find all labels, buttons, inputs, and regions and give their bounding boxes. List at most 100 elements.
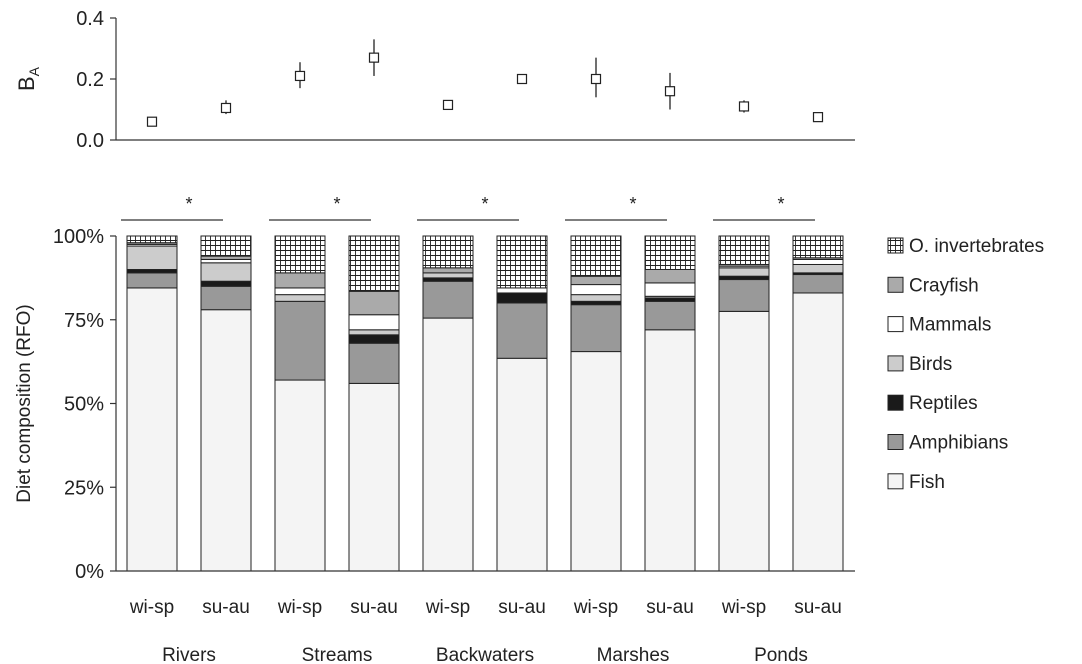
group-label: Streams bbox=[302, 645, 373, 664]
diet-bar-segment bbox=[126, 287, 178, 572]
legend-swatch bbox=[887, 276, 904, 293]
diet-bar-segment bbox=[496, 287, 548, 294]
ba-point bbox=[590, 73, 602, 85]
diet-bar-segment bbox=[348, 329, 400, 336]
diet-bar-segment bbox=[274, 294, 326, 302]
legend-swatch bbox=[887, 434, 904, 450]
ba-point bbox=[368, 52, 380, 63]
ba-y-tick-label: 0.4 bbox=[76, 8, 104, 30]
ba-y-axis-label: BA bbox=[14, 66, 42, 91]
diet-bar-segment bbox=[126, 272, 178, 289]
diet-bar bbox=[718, 235, 770, 572]
diet-bar-segment bbox=[348, 334, 400, 344]
diet-bar-segment bbox=[570, 294, 622, 302]
diet-bar-segment bbox=[422, 317, 474, 572]
legend: O. invertebrates Crayfish Mammals Birds Rept… bbox=[887, 236, 1044, 493]
legend-label: Birds bbox=[909, 354, 952, 375]
diet-bar bbox=[422, 235, 474, 572]
diet-bar-segment bbox=[348, 290, 400, 316]
x-tick-label: su-au bbox=[794, 597, 842, 618]
x-tick-label: wi-sp bbox=[129, 597, 174, 618]
diet-bar-segment bbox=[644, 269, 696, 284]
legend-label: Amphibians bbox=[909, 433, 1008, 454]
group-label: Backwaters bbox=[436, 645, 534, 664]
legend-swatch bbox=[887, 473, 904, 490]
diet-bar bbox=[792, 235, 844, 572]
diet-bar bbox=[200, 235, 252, 572]
diet-bar-segment bbox=[644, 329, 696, 572]
ba-y-tick-label: 0.2 bbox=[76, 69, 104, 91]
diet-bar-segment bbox=[570, 304, 622, 353]
group-label: Marshes bbox=[597, 645, 670, 664]
diet-bar-segment bbox=[718, 275, 770, 281]
diet-bar bbox=[570, 235, 622, 572]
diet-bar-segment bbox=[496, 235, 548, 289]
diet-bar-segment bbox=[570, 351, 622, 572]
diet-y-tick-label: 25% bbox=[64, 477, 104, 499]
ba-y-axis-label-sub: A bbox=[26, 66, 42, 76]
legend-swatch bbox=[887, 394, 904, 411]
diet-bar-segment bbox=[570, 235, 622, 277]
x-tick-label: wi-sp bbox=[425, 597, 470, 618]
diet-y-axis-ticks: 0% 25% 50% 75% 100% bbox=[53, 226, 116, 583]
x-tick-label: wi-sp bbox=[277, 597, 322, 618]
diet-bar-segment bbox=[718, 310, 770, 572]
diet-bar-segment bbox=[422, 267, 474, 274]
diet-bar-segment bbox=[422, 280, 474, 319]
x-tick-label: su-au bbox=[498, 597, 546, 618]
diet-bar-segment bbox=[792, 292, 844, 572]
ba-y-axis-ticks: 0.0 0.2 0.4 bbox=[76, 8, 116, 152]
diet-bar bbox=[348, 235, 400, 572]
ba-point bbox=[146, 116, 158, 127]
x-tick-label: su-au bbox=[202, 597, 250, 618]
significance-asterisk: * bbox=[481, 194, 488, 214]
diet-bar-segment bbox=[200, 235, 252, 257]
diet-bar-segment bbox=[200, 309, 252, 572]
diet-y-tick-label: 100% bbox=[53, 226, 104, 248]
diet-bar-segment bbox=[274, 379, 326, 572]
diet-bar bbox=[274, 235, 326, 572]
group-label: Rivers bbox=[162, 645, 216, 664]
diet-bar-segment bbox=[200, 258, 252, 264]
diet-bar-segment bbox=[644, 282, 696, 297]
diet-bar-segment bbox=[200, 262, 252, 282]
diet-bar-segment bbox=[718, 279, 770, 312]
diet-bar-segment bbox=[792, 258, 844, 265]
x-tick-label: wi-sp bbox=[573, 597, 618, 618]
diet-bar-segment bbox=[126, 245, 178, 271]
ba-point bbox=[664, 86, 676, 97]
diet-bar-segment bbox=[348, 342, 400, 384]
significance-asterisk: * bbox=[333, 194, 340, 214]
ba-point bbox=[516, 73, 528, 85]
x-axis-labels: wi-sp su-au wi-sp su-au wi-sp su-au wi-sp su-au… bbox=[129, 597, 842, 664]
ba-y-axis-label-main: B bbox=[14, 76, 39, 91]
diet-bar-segment bbox=[274, 287, 326, 296]
diet-bar-segment bbox=[200, 285, 252, 311]
diet-bar-segment bbox=[348, 314, 400, 331]
diet-bar bbox=[644, 235, 696, 572]
diet-bar-segment bbox=[348, 235, 400, 292]
ba-point bbox=[294, 70, 306, 82]
ba-point bbox=[812, 112, 824, 123]
diet-bar-segment bbox=[496, 292, 548, 304]
diet-y-axis-label: Diet composition (RFO) bbox=[14, 304, 35, 503]
diet-bar-segment bbox=[422, 235, 474, 269]
diet-bar-segment bbox=[644, 235, 696, 270]
legend-label: Fish bbox=[909, 472, 945, 493]
x-tick-label: su-au bbox=[350, 597, 398, 618]
ba-points bbox=[146, 39, 824, 127]
legend-label: Mammals bbox=[909, 315, 991, 336]
legend-swatch bbox=[887, 237, 904, 254]
diet-bar-segment bbox=[200, 280, 252, 287]
diet-bar-segment bbox=[496, 302, 548, 359]
diet-bar-segment bbox=[348, 382, 400, 572]
significance-asterisk: * bbox=[629, 194, 636, 214]
diet-bar-segment bbox=[792, 263, 844, 274]
ba-point bbox=[220, 102, 232, 114]
diet-y-tick-label: 50% bbox=[64, 394, 104, 416]
diet-bar-segment bbox=[422, 272, 474, 279]
diet-bar bbox=[126, 235, 178, 572]
diet-bar-segment bbox=[496, 357, 548, 572]
x-tick-label: su-au bbox=[646, 597, 694, 618]
